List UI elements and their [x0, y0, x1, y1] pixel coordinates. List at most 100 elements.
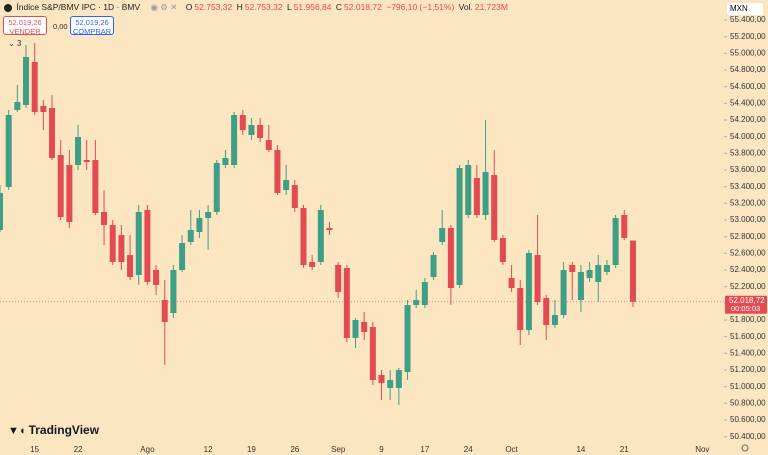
- candle-body: [499, 238, 506, 262]
- y-tick-label: 50.600,00: [730, 415, 766, 424]
- y-tick-label: 55.400,00: [730, 15, 766, 24]
- symbol-icon: [4, 3, 12, 12]
- x-tick-label: 22: [74, 445, 83, 454]
- sell-price: 52.019,26: [8, 18, 42, 27]
- symbol[interactable]: Índice S&P/BMV IPC · 1D · BMV: [16, 2, 141, 12]
- y-tick-label: 51.600,00: [730, 332, 766, 341]
- candle-body: [413, 300, 420, 305]
- candle-body: [75, 137, 82, 165]
- candle-body: [456, 168, 463, 285]
- candle-body: [465, 165, 472, 215]
- x-tick-label: 15: [30, 445, 39, 454]
- candle-body: [23, 57, 30, 105]
- candle-body: [274, 150, 281, 193]
- change: −796,10 (−1,51%): [386, 2, 455, 12]
- candle-body: [291, 185, 298, 208]
- candle-body: [309, 262, 316, 267]
- candle-body: [257, 125, 264, 138]
- candle-body: [491, 175, 498, 240]
- open-value: 52.753,32: [194, 2, 233, 12]
- candle-body: [326, 228, 333, 230]
- candle-body: [239, 115, 246, 130]
- candle-body: [5, 115, 12, 187]
- close-value: 52.018,72: [344, 2, 382, 12]
- indicators-toggle[interactable]: ⌄ 3: [8, 39, 22, 48]
- candle-body: [127, 255, 134, 277]
- candle-body: [439, 228, 446, 242]
- candle-body: [170, 270, 177, 313]
- y-tick-label: 52.600,00: [730, 248, 766, 257]
- close-label: C: [335, 2, 343, 12]
- brand-logo: ▼◖ TradingView: [8, 423, 99, 437]
- candle-body: [92, 160, 99, 213]
- buy-price: 52.019,26: [75, 18, 109, 27]
- x-tick-label: 14: [576, 445, 585, 454]
- y-tick-label: 51.000,00: [730, 382, 766, 391]
- candle-body: [508, 278, 515, 288]
- candle-body: [317, 210, 324, 262]
- candle-body: [447, 228, 454, 288]
- y-tick-label: 54.800,00: [730, 65, 766, 74]
- x-tick-label: 19: [247, 445, 256, 454]
- candle-body: [612, 218, 619, 265]
- settings-icon[interactable]: [741, 444, 749, 452]
- candle-body: [534, 255, 541, 302]
- y-tick-label: 53.800,00: [730, 148, 766, 157]
- y-tick-label: 51.200,00: [730, 365, 766, 374]
- candle-body: [118, 235, 125, 262]
- brand-text: TradingView: [28, 423, 100, 437]
- candle-body: [387, 380, 394, 388]
- candle-body: [621, 215, 628, 238]
- last-price-label: 52.018,72: [729, 296, 765, 305]
- candle-body: [352, 320, 359, 338]
- x-tick-label: 17: [420, 445, 429, 454]
- x-tick-label: Nov: [695, 445, 709, 454]
- candle-body: [66, 165, 73, 222]
- y-tick-label: 52.800,00: [730, 232, 766, 241]
- candle-body: [283, 180, 290, 190]
- candle-body: [144, 210, 151, 282]
- currency[interactable]: MXN: [727, 3, 763, 15]
- candle-body: [231, 115, 238, 165]
- candle-body: [361, 322, 368, 332]
- legend-header: Índice S&P/BMV IPC · 1D · BMV ◉ ⚙ ✕ O 52.…: [4, 2, 510, 13]
- candle-body: [569, 265, 576, 272]
- candle-body: [603, 265, 610, 272]
- volume: 21,723M: [474, 2, 508, 12]
- low-label: L: [286, 2, 292, 12]
- candle-body: [525, 253, 532, 330]
- candle-body: [40, 106, 47, 112]
- plot-area: [0, 43, 636, 405]
- candle-body: [49, 108, 56, 158]
- candle-body: [222, 158, 229, 165]
- candle-body: [473, 178, 480, 215]
- toolbar-icons[interactable]: ◉ ⚙ ✕: [150, 2, 178, 12]
- sell-button[interactable]: 52.019,26 VENDER: [3, 16, 47, 36]
- candle-body: [543, 298, 550, 325]
- candle-body: [101, 212, 108, 225]
- candle-body: [378, 375, 385, 383]
- candle-body: [335, 265, 342, 292]
- spread: 0,00: [53, 22, 68, 31]
- y-tick-label: 50.800,00: [730, 398, 766, 407]
- y-tick-label: 53.600,00: [730, 165, 766, 174]
- candle-body: [404, 305, 411, 372]
- candle-body: [31, 62, 38, 112]
- y-tick-label: 53.200,00: [730, 198, 766, 207]
- brand-icon: ▼◖: [8, 425, 29, 437]
- candle-body: [343, 268, 350, 338]
- last-price-box: [725, 295, 767, 314]
- y-tick-label: 53.400,00: [730, 182, 766, 191]
- low-value: 51.956,84: [293, 2, 332, 12]
- countdown: 00:05:03: [731, 304, 760, 313]
- candle-body: [586, 270, 593, 278]
- candle-body: [248, 125, 255, 135]
- x-tick-label: Ago: [140, 445, 155, 454]
- candle-body: [560, 270, 567, 315]
- x-tick-label: Oct: [505, 445, 518, 454]
- indicators-count: 3: [16, 39, 22, 48]
- buy-button[interactable]: 52.019,26 COMPRAR: [70, 16, 114, 36]
- y-tick-label: 52.400,00: [730, 265, 766, 274]
